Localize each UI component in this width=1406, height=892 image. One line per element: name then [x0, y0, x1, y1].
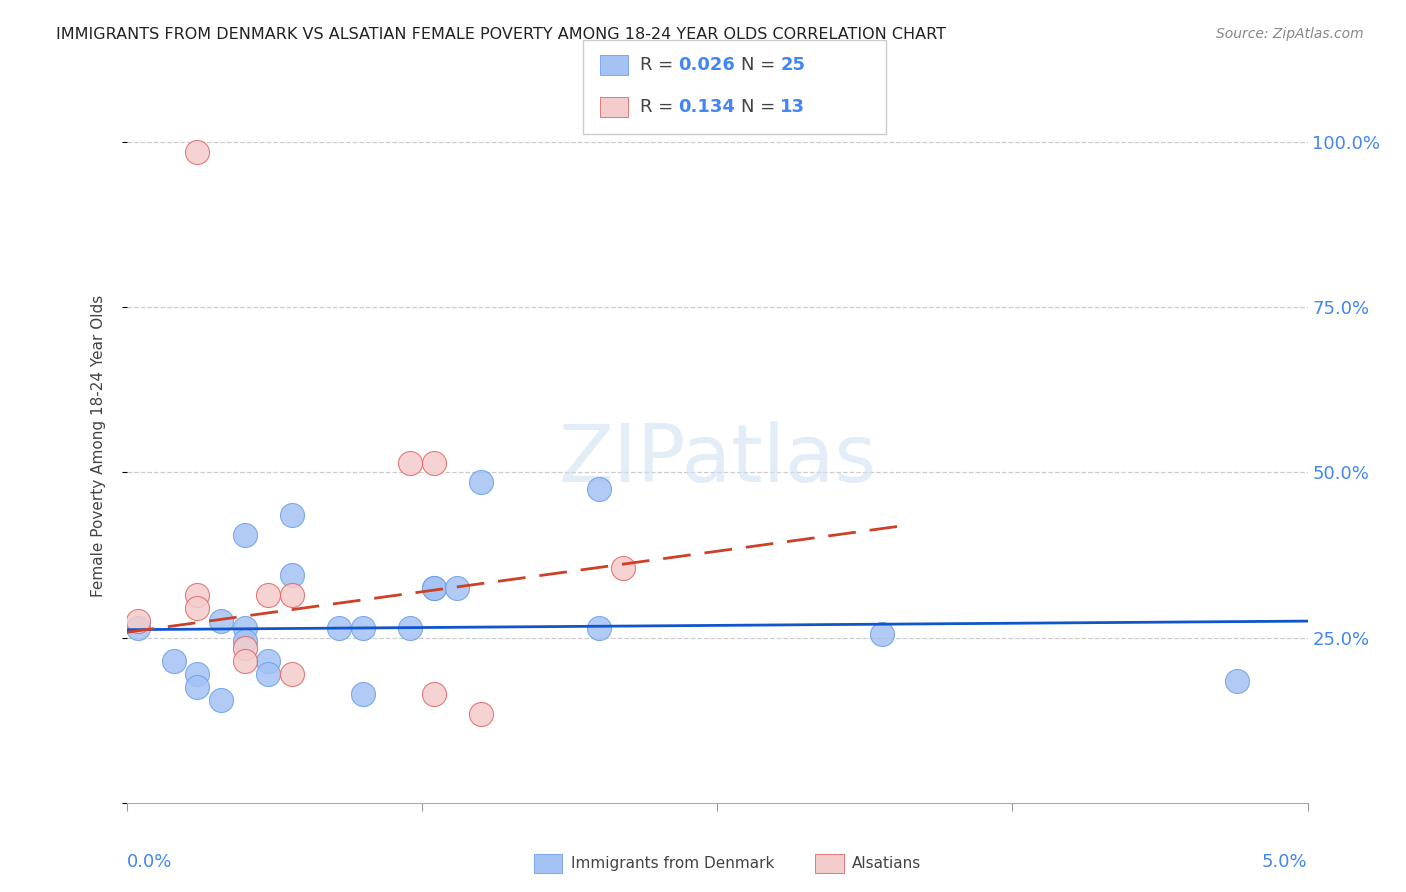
Point: [612, 561, 634, 575]
Point: [422, 456, 444, 470]
Point: [1226, 673, 1249, 688]
Point: [186, 667, 208, 681]
Y-axis label: Female Poverty Among 18-24 Year Olds: Female Poverty Among 18-24 Year Olds: [91, 295, 105, 597]
Point: [257, 654, 280, 668]
Point: [281, 588, 304, 602]
Point: [470, 475, 492, 490]
Text: 5.0%: 5.0%: [1263, 853, 1308, 871]
Point: [233, 640, 256, 655]
Point: [399, 621, 422, 635]
Text: N =: N =: [741, 98, 780, 116]
Text: 0.0%: 0.0%: [127, 853, 172, 871]
Point: [233, 621, 256, 635]
Point: [209, 693, 232, 707]
Text: 0.026: 0.026: [678, 56, 734, 74]
Text: N =: N =: [741, 56, 780, 74]
Point: [470, 706, 492, 721]
Text: ZIPatlas: ZIPatlas: [558, 421, 876, 500]
Point: [446, 581, 468, 595]
Point: [209, 614, 232, 628]
Point: [257, 667, 280, 681]
Text: 13: 13: [780, 98, 806, 116]
Point: [399, 456, 422, 470]
Point: [233, 634, 256, 648]
Point: [233, 528, 256, 542]
Point: [127, 614, 149, 628]
Text: Immigrants from Denmark: Immigrants from Denmark: [571, 856, 775, 871]
Point: [328, 621, 350, 635]
Text: 25: 25: [780, 56, 806, 74]
Point: [186, 588, 208, 602]
Text: R =: R =: [640, 98, 679, 116]
Text: 0.134: 0.134: [678, 98, 734, 116]
Text: Alsatians: Alsatians: [852, 856, 921, 871]
Point: [127, 621, 149, 635]
Point: [281, 508, 304, 523]
Point: [257, 588, 280, 602]
Point: [352, 621, 374, 635]
Point: [422, 581, 444, 595]
Point: [186, 145, 208, 159]
Point: [281, 667, 304, 681]
Point: [422, 687, 444, 701]
Point: [233, 654, 256, 668]
Point: [186, 600, 208, 615]
Point: [422, 581, 444, 595]
Point: [588, 621, 610, 635]
Text: IMMIGRANTS FROM DENMARK VS ALSATIAN FEMALE POVERTY AMONG 18-24 YEAR OLDS CORRELA: IMMIGRANTS FROM DENMARK VS ALSATIAN FEMA…: [56, 27, 946, 42]
Text: R =: R =: [640, 56, 679, 74]
Point: [588, 482, 610, 496]
Point: [281, 567, 304, 582]
Point: [872, 627, 894, 641]
Text: Source: ZipAtlas.com: Source: ZipAtlas.com: [1216, 27, 1364, 41]
Point: [163, 654, 186, 668]
Point: [186, 680, 208, 694]
Point: [352, 687, 374, 701]
